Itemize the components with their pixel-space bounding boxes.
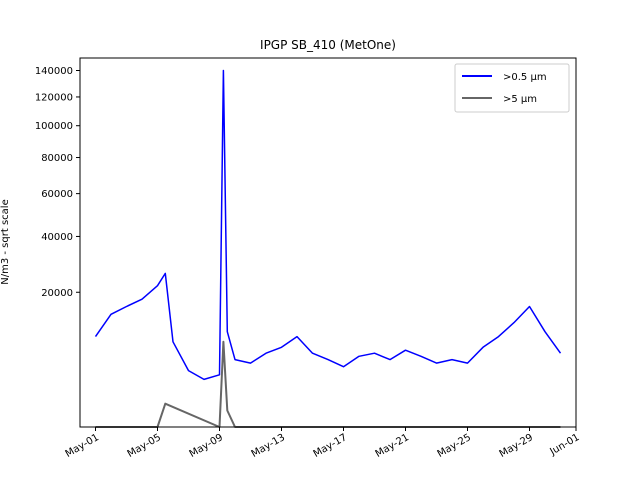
x-tick-label: May-13 — [250, 432, 287, 460]
x-tick-label: May-05 — [126, 432, 163, 460]
x-tick-label: May-29 — [498, 432, 535, 460]
y-tick-label: 60000 — [41, 189, 73, 200]
series-line-2 — [95, 340, 561, 428]
chart-title: IPGP SB_410 (MetOne) — [260, 38, 396, 52]
x-axis: May-01 May-05 May-09 May-13 May-17 May-21 May-… — [64, 427, 582, 460]
x-tick-label: May-21 — [374, 432, 411, 460]
legend: >0.5 µm >5 µm — [454, 63, 570, 113]
plot-frame — [79, 57, 577, 428]
x-tick-label: May-17 — [312, 432, 349, 460]
y-axis-label: N/m3 - sqrt scale — [0, 199, 11, 284]
y-tick-label: 40000 — [41, 232, 73, 243]
legend-label-series-1: >0.5 µm — [503, 72, 547, 83]
legend-label-series-2: >5 µm — [503, 94, 537, 105]
y-tick-label: 20000 — [41, 288, 73, 299]
y-axis: 20000 40000 60000 80000 100000 120000 140000 — [35, 66, 80, 299]
plot-lines — [94, 69, 562, 428]
x-tick-label: May-01 — [64, 432, 101, 460]
x-tick-label: Jun-01 — [547, 432, 581, 458]
y-tick-label: 140000 — [35, 66, 73, 77]
x-tick-label: May-09 — [188, 432, 225, 460]
series-line-1 — [94, 69, 562, 381]
y-tick-label: 80000 — [41, 153, 73, 164]
y-tick-label: 120000 — [35, 92, 73, 103]
x-tick-label: May-25 — [436, 432, 473, 460]
y-tick-label: 100000 — [35, 121, 73, 132]
